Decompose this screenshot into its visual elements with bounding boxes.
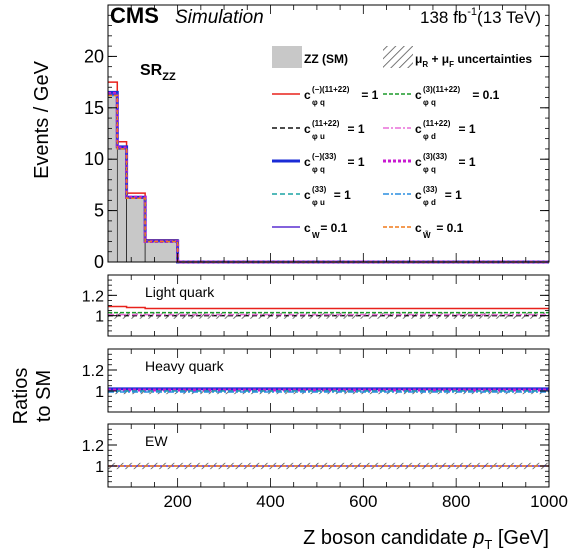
x-axis-title: Z boson candidate pT [GeV] [303, 527, 549, 552]
y-tick-label: 1 [95, 384, 104, 401]
legend-label: c(33) φ d = 1 [415, 185, 462, 207]
y-tick-label: 1.2 [82, 438, 104, 455]
legend-item-phiq_m_1122: c(−)(11+22) φ q = 1 [272, 85, 379, 107]
legend-label: ZZ (SM) [304, 52, 348, 66]
legend-item-unc: μR + μF uncertainties [383, 46, 532, 69]
legend-label: c(11+22) φ u = 1 [304, 119, 365, 141]
ratio-panel-heavy-quark: Heavy quark 1 1.2 [82, 348, 550, 413]
panel-frame [107, 423, 550, 488]
legend-label: cW̃ = 0.1 [415, 221, 464, 240]
legend-item-phiq_3_33: c(3)(33) φ q = 1 [383, 152, 476, 174]
legend-item-phiq_m_33: c(−)(33) φ q = 1 [272, 152, 365, 174]
main-panel: 0 5 10 15 20 [84, 4, 550, 272]
zz-bar [126, 197, 146, 263]
series-line-phiq_3_1122 [108, 91, 549, 263]
y-axis-title-main: Events / GeV [31, 60, 53, 178]
region-label: SRZZ [140, 62, 176, 83]
x-tick-label: 800 [442, 492, 470, 511]
series-line-phiq_m_1122 [108, 81, 549, 263]
panel-label: EW [145, 433, 168, 449]
x-tick-label: 600 [349, 492, 377, 511]
y-axis-title-ratio-line1: Ratios [10, 368, 32, 425]
legend-swatch [383, 46, 413, 68]
y-tick-label: 1.2 [82, 363, 104, 380]
legend-item-phid_33: c(33) φ d = 1 [383, 185, 462, 207]
simulation-label: Simulation [175, 7, 264, 28]
series-line-phiq_m_33 [108, 90, 549, 264]
legend-label: μR + μF uncertainties [415, 52, 532, 69]
legend: ZZ (SM) μR + μF uncertainties c(−)(11+22) φ… [272, 46, 532, 240]
y-tick-label: 15 [84, 98, 104, 118]
panel-label: Light quark [145, 284, 215, 300]
series-line-phiq_m_1122 [108, 305, 549, 310]
legend-swatch [272, 46, 302, 68]
legend-item-phiu_1122: c(11+22) φ u = 1 [272, 119, 365, 141]
legend-item-zz: ZZ (SM) [272, 46, 348, 68]
legend-label: c(3)(33) φ q = 1 [415, 152, 476, 174]
legend-item-cwt: cW̃ = 0.1 [383, 221, 464, 240]
experiment-label: CMS [110, 3, 159, 28]
ratio-panel-ew: EW 1 1.2 200 400 600 800 1000 [82, 423, 568, 511]
legend-item-cw: cW = 0.1 [272, 221, 348, 240]
legend-label: c(−)(33) φ q = 1 [304, 152, 365, 174]
y-axis-title-ratio-line2: to SM [33, 370, 55, 422]
legend-item-phiu_33: c(33) φ u = 1 [272, 185, 351, 207]
legend-label: c(3)(11+22) φ q = 0.1 [415, 85, 500, 107]
x-tick-label: 400 [256, 492, 284, 511]
series-line-cwt [108, 94, 549, 263]
y-tick-label: 1 [95, 459, 104, 476]
ratio-panel-light-quark: Light quark 1 1.2 [82, 274, 550, 337]
legend-label: c(33) φ u = 1 [304, 185, 351, 207]
y-tick-label: 1.2 [82, 288, 104, 305]
y-tick-label: 5 [94, 201, 104, 221]
x-tick-label: 200 [163, 492, 191, 511]
panel-label: Heavy quark [145, 358, 225, 374]
y-tick-label: 20 [84, 46, 104, 66]
x-tick-label: 1000 [530, 492, 568, 511]
legend-item-phid_1122: c(11+22) φ d = 1 [383, 119, 476, 141]
zz-bar [144, 241, 178, 263]
y-tick-label: 0 [94, 252, 104, 272]
legend-label: c(11+22) φ d = 1 [415, 119, 476, 141]
legend-label: cW = 0.1 [304, 221, 348, 240]
y-tick-label: 1 [95, 309, 104, 326]
legend-item-phiq_3_1122: c(3)(11+22) φ q = 0.1 [383, 85, 500, 107]
y-tick-label: 10 [84, 149, 104, 169]
legend-label: c(−)(11+22) φ q = 1 [304, 85, 379, 107]
lumi-label: 138 fb-1(13 TeV) [420, 6, 541, 27]
panel-frame [107, 4, 550, 263]
